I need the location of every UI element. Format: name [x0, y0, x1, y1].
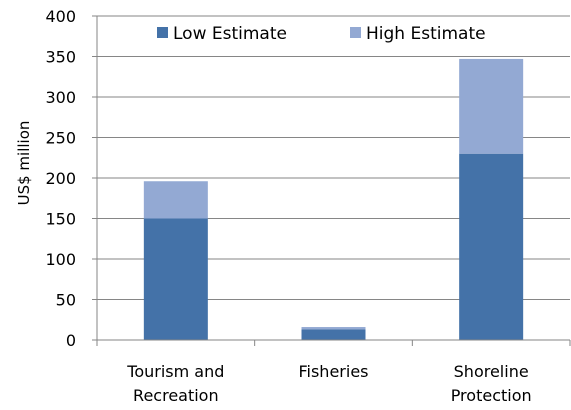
legend-swatch — [350, 27, 361, 38]
bar-low-estimate — [301, 329, 366, 340]
bar-high-estimate — [143, 181, 208, 219]
bar-low-estimate — [459, 153, 524, 340]
y-tick-label: 150 — [45, 210, 76, 229]
legend-label: Low Estimate — [173, 24, 287, 44]
y-tick-labels: 0 50 100 150 200 250 300 350 400 — [45, 7, 76, 350]
y-tick-label: 400 — [45, 7, 76, 26]
x-category-label: Shoreline Protection — [451, 362, 532, 405]
axes — [96, 16, 570, 341]
x-category-labels: Tourism and Recreation Fisheries Shoreline P… — [126, 362, 531, 405]
bar-high-estimate — [459, 58, 524, 154]
y-tick-label: 300 — [45, 88, 76, 107]
legend: Low Estimate High Estimate — [157, 24, 486, 44]
x-category-label: Fisheries — [298, 362, 368, 381]
y-tick-label: 350 — [45, 48, 76, 67]
y-axis-title: US$ million — [15, 121, 33, 206]
bars — [143, 58, 524, 340]
y-tick-label: 250 — [45, 129, 76, 148]
bar-low-estimate — [143, 218, 208, 340]
y-tick-label: 0 — [66, 331, 76, 350]
y-tick-label: 50 — [56, 291, 76, 310]
bar-high-estimate — [301, 327, 366, 330]
legend-swatch — [157, 27, 168, 38]
y-tick-label: 200 — [45, 169, 76, 188]
x-category-label: Tourism and Recreation — [126, 362, 224, 405]
y-tick-label: 100 — [45, 250, 76, 269]
legend-label: High Estimate — [366, 24, 486, 44]
